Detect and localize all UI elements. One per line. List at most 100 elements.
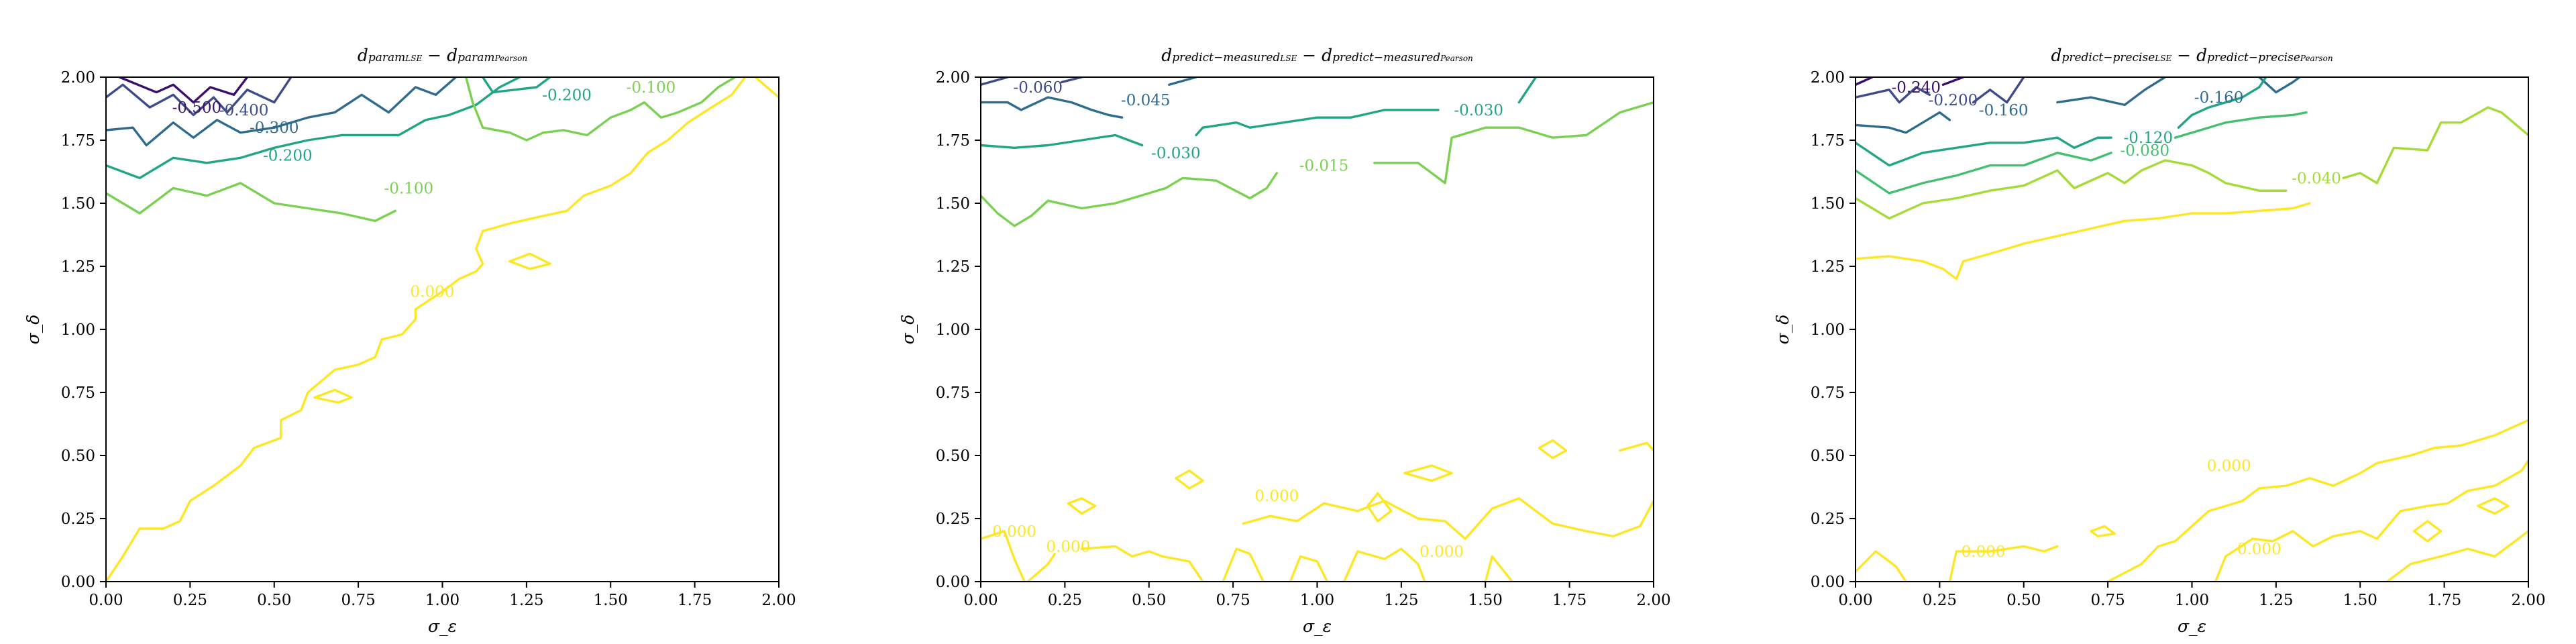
contour-lines (981, 77, 1654, 582)
contour-line--0.160-2 (2056, 77, 2167, 107)
plot-frame (105, 76, 780, 582)
contour-line--0.400-1 (106, 77, 292, 117)
contour-label: -0.100 (627, 79, 676, 97)
x-tick-label: 0.00 (963, 592, 998, 609)
y-tick-label: 0.00 (1811, 574, 1845, 591)
y-tick-label: 0.25 (61, 511, 95, 528)
contour-line-0.000-8 (2477, 497, 2510, 515)
contour-line-0.000-6 (2385, 530, 2528, 582)
y-tick-label: 0.00 (936, 574, 970, 591)
y-tick-label: 0.50 (61, 447, 95, 465)
x-tick-label: 0.50 (2006, 592, 2041, 609)
contour-panel-1: -0.500-0.400-0.300 -0.200 -0.200 -0.100 -0.1… (23, 46, 796, 636)
contour-line--0.120-1 (1856, 136, 2112, 167)
y-tick-label: 1.25 (1811, 258, 1845, 276)
contour-label: -0.300 (250, 119, 299, 137)
contour-line--0.160-3 (2258, 77, 2301, 94)
contour-label: 0.000 (2237, 541, 2282, 558)
contour-line-0.000-3 (1948, 545, 2059, 582)
contour-line--0.200-1 (106, 77, 521, 180)
contour-line-0.000-5 (1289, 555, 1329, 582)
x-tick-label: 0.25 (1923, 592, 1957, 609)
contour-line--0.040-2 (2342, 106, 2528, 184)
contour-line--0.100-2 (464, 77, 737, 142)
y-tick-label: 0.25 (1811, 511, 1845, 528)
panel-title: dparamLSE − dparamPearson (358, 46, 527, 65)
contour-line--0.045-1 (981, 96, 1124, 119)
panel-title: dpredict−preciseLSE − dpredict−precisePe… (2051, 46, 2332, 65)
y-tick-label: 0.75 (61, 384, 95, 402)
contour-lines (1856, 77, 2528, 582)
y-tick-label: 1.75 (61, 132, 95, 150)
contour-line--0.015-1 (981, 172, 1278, 227)
x-tick-label: 1.25 (1384, 592, 1418, 609)
contour-line-0.000-8 (1242, 497, 1654, 540)
contour-label: -0.240 (1891, 79, 1941, 97)
x-tick-label: 1.75 (678, 592, 712, 609)
contour-line-0.000-7 (1484, 555, 1514, 582)
x-tick-label: 0.75 (341, 592, 376, 609)
contour-line-0.000-9 (2090, 525, 2116, 537)
contour-line--0.030-1 (981, 133, 1144, 149)
contour-line--0.030-3 (1517, 77, 1538, 104)
contour-line--0.045-2 (1168, 77, 1197, 86)
x-axis-label: σ_ε (2178, 616, 2206, 636)
contour-label: -0.200 (263, 148, 313, 165)
contour-label: -0.200 (542, 87, 592, 104)
contour-line-0.000-2 (1856, 550, 1907, 582)
contour-line--0.200-2 (1972, 77, 2025, 104)
contour-line-0.000-12 (1619, 441, 1654, 452)
contour-line-0.000-1 (106, 77, 747, 582)
y-tick-label: 0.25 (936, 511, 970, 528)
contour-line--0.100-1 (106, 182, 396, 222)
contour-line-0.000-4 (1222, 547, 1265, 582)
contour-line-0.000-6 (1342, 547, 1426, 582)
y-tick-label: 2.00 (936, 69, 970, 87)
x-tick-label: 0.50 (1132, 592, 1166, 609)
contour-line--0.300-1 (106, 77, 458, 147)
x-tick-label: 1.75 (1552, 592, 1587, 609)
contour-line-0.000-14 (1067, 497, 1097, 515)
contour-label: -0.160 (1979, 102, 2029, 119)
x-tick-label: 0.25 (173, 592, 207, 609)
contour-line-0.000-3 (313, 388, 353, 404)
x-tick-label: 1.25 (509, 592, 543, 609)
contour-label: -0.400 (219, 102, 269, 119)
contour-label: -0.030 (1454, 102, 1503, 119)
y-tick-label: 1.75 (1811, 132, 1845, 150)
contour-line--0.240-1 (1856, 77, 1874, 86)
contour-panel-3: -0.240-0.200-0.160-0.160-0.120-0.080-0.0… (1773, 46, 2546, 636)
y-tick-label: 1.25 (936, 258, 970, 276)
x-tick-label: 1.75 (2427, 592, 2461, 609)
contour-label: 0.000 (992, 523, 1036, 541)
contour-label: 0.000 (1962, 543, 2006, 561)
contour-line-0.000-1 (1856, 202, 2311, 280)
contour-panel-2: -0.060-0.045-0.030-0.030-0.0150.0000.000… (898, 46, 1671, 636)
contour-label: -0.060 (1013, 79, 1063, 97)
contour-line-0.000-3 (1080, 545, 1204, 582)
y-axis-label: σ_δ (898, 315, 918, 345)
x-tick-label: 0.75 (2091, 592, 2125, 609)
y-tick-label: 1.50 (61, 195, 95, 213)
contour-label: -0.120 (2123, 129, 2173, 147)
contour-line--0.060-2 (1060, 77, 1083, 84)
y-tick-label: 1.00 (61, 321, 95, 339)
y-tick-label: 2.00 (1811, 69, 1845, 87)
contour-label: -0.045 (1121, 92, 1171, 109)
contour-label: 0.000 (1254, 488, 1299, 505)
contour-label: -0.015 (1299, 158, 1349, 175)
contour-line--0.240-2 (1941, 77, 1965, 86)
contour-line-0.000-7 (2412, 520, 2443, 543)
contour-line-0.000-9 (1366, 492, 1393, 523)
contour-line--0.200-2 (482, 77, 551, 94)
x-tick-label: 0.50 (257, 592, 291, 609)
contour-line--0.030-2 (1195, 109, 1440, 137)
y-tick-label: 1.25 (61, 258, 95, 276)
y-tick-label: 0.50 (936, 447, 970, 465)
x-tick-label: 0.00 (89, 592, 123, 609)
contour-line-0.000-1 (981, 530, 1026, 582)
contour-line-0.000-5 (2214, 459, 2528, 582)
x-tick-label: 0.75 (1216, 592, 1250, 609)
y-tick-label: 0.75 (936, 384, 970, 402)
contour-line-0.000-4 (2106, 419, 2528, 582)
